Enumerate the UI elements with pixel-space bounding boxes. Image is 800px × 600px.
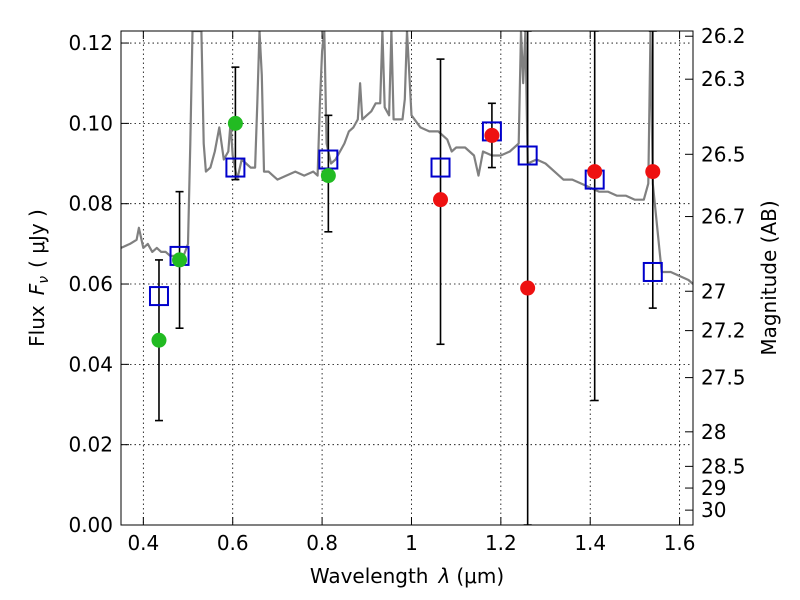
model-spectrum-layer xyxy=(121,31,693,285)
x-axis-title-unit: (μm) xyxy=(456,564,504,588)
magnitude-tick-label: 28.5 xyxy=(701,454,746,478)
model-square-marker xyxy=(517,145,538,166)
magnitude-tick-label: 26.3 xyxy=(701,67,746,91)
observed-point-marker xyxy=(587,164,603,180)
plot-frame xyxy=(120,30,694,526)
observed-point-marker xyxy=(433,192,449,208)
magnitude-tick-label: 30 xyxy=(701,498,726,522)
y-tick-label: 0.08 xyxy=(68,192,113,216)
magnitude-tick-label: 29 xyxy=(701,476,726,500)
y-axis-title-subscript: ν xyxy=(36,276,52,284)
observed-point-marker xyxy=(227,115,243,131)
y-tick-label: 0.00 xyxy=(68,513,113,537)
observed-point-marker xyxy=(172,252,188,268)
observed-point-marker xyxy=(484,127,500,143)
y-tick-label: 0.02 xyxy=(68,433,113,457)
y-tick-label: 0.10 xyxy=(68,111,113,135)
observed-point-marker xyxy=(320,168,336,184)
x-tick-label: 1 xyxy=(405,531,418,555)
magnitude-tick-label: 27.5 xyxy=(701,366,746,390)
magnitude-tick-label: 27 xyxy=(701,279,726,303)
y-tick-label: 0.06 xyxy=(68,272,113,296)
y-axis-title-symbol: F xyxy=(25,283,49,295)
x-tick-label: 1.6 xyxy=(664,531,696,555)
model-square-marker xyxy=(225,157,246,178)
x-axis-title-text: Wavelength xyxy=(310,564,429,588)
y-axis-title: Flux Fν ( μJy ) xyxy=(25,209,52,347)
markers-layer xyxy=(148,115,663,348)
x-axis-title-symbol: λ xyxy=(438,564,451,588)
x-tick-label: 0.6 xyxy=(217,531,249,555)
observed-point-marker xyxy=(151,332,167,348)
model-square-marker xyxy=(148,286,169,307)
model-square-marker xyxy=(642,261,663,282)
x-axis-title: Wavelength λ (μm) xyxy=(310,564,504,588)
magnitude-tick-label: 28 xyxy=(701,420,726,444)
model-spectrum-line xyxy=(121,31,693,285)
magnitude-tick-label: 26.7 xyxy=(701,205,746,229)
x-tick-label: 1.2 xyxy=(485,531,517,555)
magnitude-axis-title: Magnitude (AB) xyxy=(757,200,781,355)
x-tick-label: 0.8 xyxy=(306,531,338,555)
ticks-layer: 0.4 0.6 0.8 1 1.2 1.4 1.6 0.00 0.02 0.04 0.06 0.08 0… xyxy=(68,24,745,555)
x-tick-label: 0.4 xyxy=(127,531,159,555)
magnitude-tick-label: 27.2 xyxy=(701,319,746,343)
model-square-marker xyxy=(430,157,451,178)
magnitude-tick-label: 26.2 xyxy=(701,24,746,48)
magnitude-tick-label: 26.5 xyxy=(701,142,746,166)
observed-point-marker xyxy=(520,280,536,296)
y-tick-label: 0.12 xyxy=(68,31,113,55)
y-axis-title-unit: ( μJy ) xyxy=(25,209,49,268)
y-axis-title-text: Flux xyxy=(25,305,49,347)
observed-point-marker xyxy=(645,164,661,180)
x-tick-label: 1.4 xyxy=(574,531,606,555)
y-tick-label: 0.04 xyxy=(68,352,113,376)
error-bars-layer xyxy=(154,31,657,525)
